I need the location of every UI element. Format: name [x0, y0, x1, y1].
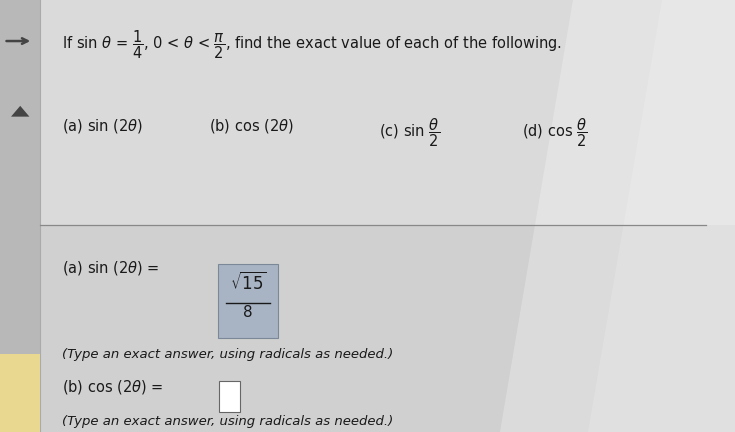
Text: (a) sin (2$\theta$): (a) sin (2$\theta$) — [62, 117, 143, 135]
Text: (a) sin (2$\theta$) =: (a) sin (2$\theta$) = — [62, 259, 160, 277]
Text: If sin $\theta$ = $\dfrac{1}{4}$, 0 < $\theta$ < $\dfrac{\pi}{2}$, find the exac: If sin $\theta$ = $\dfrac{1}{4}$, 0 < $\… — [62, 28, 562, 60]
Text: $\sqrt{15}$: $\sqrt{15}$ — [229, 272, 267, 294]
Polygon shape — [11, 106, 29, 117]
FancyBboxPatch shape — [40, 0, 735, 225]
Text: (c) sin $\dfrac{\theta}{2}$: (c) sin $\dfrac{\theta}{2}$ — [379, 117, 440, 149]
Text: (d) cos $\dfrac{\theta}{2}$: (d) cos $\dfrac{\theta}{2}$ — [522, 117, 588, 149]
FancyBboxPatch shape — [40, 225, 735, 432]
Text: (Type an exact answer, using radicals as needed.): (Type an exact answer, using radicals as… — [62, 415, 394, 428]
Polygon shape — [588, 0, 735, 432]
Polygon shape — [500, 0, 735, 432]
FancyBboxPatch shape — [0, 0, 40, 432]
FancyBboxPatch shape — [0, 354, 40, 432]
Text: 8: 8 — [243, 305, 253, 320]
Text: (b) cos (2$\theta$): (b) cos (2$\theta$) — [209, 117, 295, 135]
FancyBboxPatch shape — [219, 381, 240, 412]
Text: (Type an exact answer, using radicals as needed.): (Type an exact answer, using radicals as… — [62, 348, 394, 361]
FancyBboxPatch shape — [218, 264, 278, 338]
Text: (b) cos (2$\theta$) =: (b) cos (2$\theta$) = — [62, 378, 164, 396]
